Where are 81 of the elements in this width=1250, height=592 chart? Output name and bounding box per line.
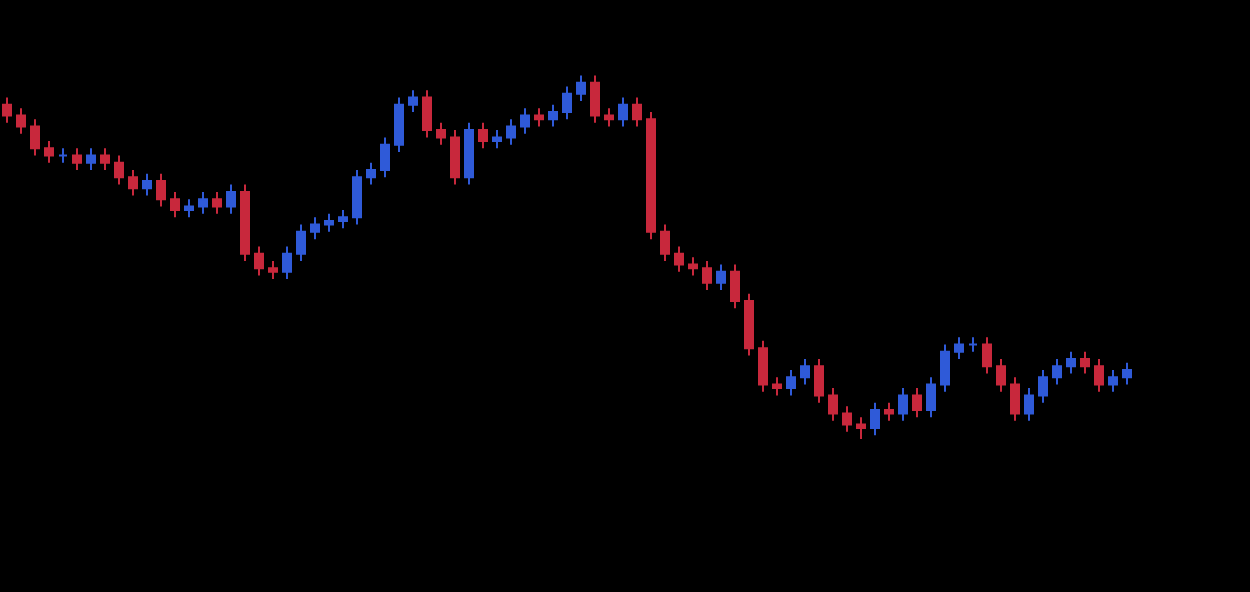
candlestick <box>576 74 586 103</box>
candlestick <box>1094 358 1104 393</box>
candlestick <box>184 198 194 219</box>
candlestick <box>898 387 908 422</box>
candlestick <box>604 107 614 128</box>
candlestick <box>1122 361 1132 386</box>
candlestick <box>674 245 684 273</box>
candlestick <box>506 118 516 146</box>
candlestick <box>16 107 26 135</box>
candlestick <box>688 256 698 277</box>
candlestick <box>1066 350 1076 375</box>
candlestick <box>744 292 754 357</box>
candlestick <box>730 263 740 310</box>
candlestick <box>352 169 362 226</box>
candlestick <box>380 136 390 179</box>
candlestick <box>450 129 460 186</box>
candlestick <box>562 85 572 121</box>
candlestick <box>758 339 768 393</box>
candlestick <box>982 336 992 375</box>
candlestick <box>1080 350 1090 375</box>
candlestick <box>786 368 796 397</box>
candlestick <box>30 118 40 157</box>
candlestick <box>478 121 488 150</box>
candlestick <box>618 96 628 128</box>
candlestick <box>940 343 950 393</box>
candlestick <box>338 209 348 230</box>
candlestick <box>1108 368 1118 393</box>
candlestick <box>366 161 376 186</box>
candlestick <box>226 183 236 215</box>
candlestick <box>86 147 96 172</box>
candlestick <box>632 96 642 128</box>
candlestick <box>198 190 208 215</box>
candlestick <box>114 154 124 186</box>
candlestick <box>282 245 292 281</box>
candlestick <box>296 223 306 262</box>
candlestick <box>828 387 838 422</box>
candlestick <box>702 259 712 291</box>
candlestick <box>394 96 404 153</box>
candlestick <box>814 358 824 404</box>
candlestick <box>142 172 152 197</box>
candlestick <box>912 387 922 419</box>
candlestick <box>492 129 502 150</box>
candlestick <box>212 190 222 215</box>
candlestick <box>716 263 726 291</box>
candlestick <box>100 147 110 172</box>
candlestick <box>548 103 558 128</box>
candlestick <box>254 245 264 277</box>
candlestick <box>1024 387 1034 422</box>
candlestick <box>2 96 12 124</box>
candlestick <box>534 107 544 128</box>
candlestick <box>324 212 334 233</box>
candlestick <box>1010 376 1020 422</box>
candlestick <box>590 74 600 124</box>
candlestick <box>128 169 138 197</box>
candlestick <box>996 358 1006 393</box>
candlestick <box>856 416 866 440</box>
candlestick <box>884 401 894 422</box>
candlestick <box>156 172 166 208</box>
candlestick <box>520 107 530 135</box>
candlestick <box>646 110 656 241</box>
candlestick <box>870 401 880 437</box>
candlestick <box>436 121 446 146</box>
candlestick <box>310 216 320 241</box>
candlestick <box>772 376 782 397</box>
candlestick <box>842 405 852 433</box>
candlestick <box>170 190 180 219</box>
candlestick <box>800 358 810 386</box>
candlestick <box>926 376 936 419</box>
candlestick <box>422 89 432 139</box>
candlestick <box>968 336 978 353</box>
candlestick <box>268 259 278 281</box>
candlestick <box>408 89 418 113</box>
candlestick <box>44 140 54 164</box>
candlestick <box>1052 358 1062 386</box>
candlestick <box>1038 368 1048 404</box>
candlestick <box>954 336 964 361</box>
candlestick <box>72 147 82 172</box>
candlestick <box>58 147 68 164</box>
candlestick <box>464 121 474 186</box>
candlestick <box>240 183 250 262</box>
candlestick <box>660 223 670 262</box>
